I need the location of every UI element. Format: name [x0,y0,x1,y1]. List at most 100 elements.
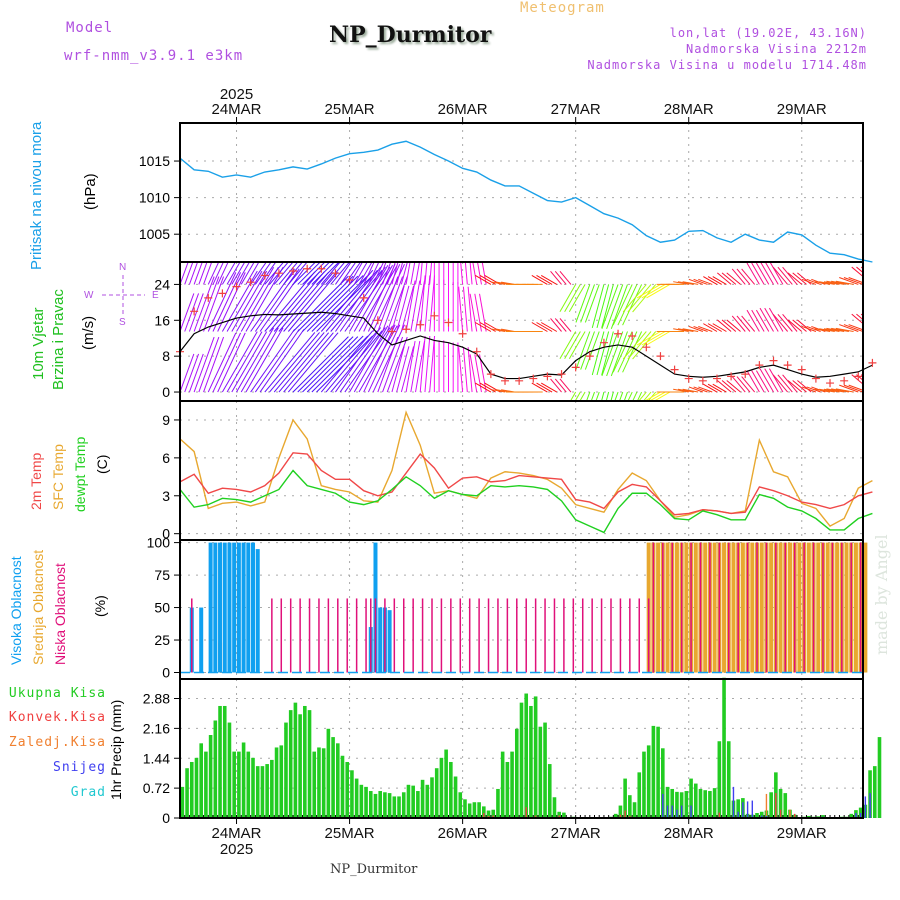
wind-arrow [596,331,610,376]
bar-total-rain [406,784,411,818]
bar-total-rain [444,749,448,818]
y-tick-label: 50 [154,600,170,616]
wind-arrow [673,281,689,285]
bar-snow [666,805,669,818]
wind-arrow [575,284,591,323]
wind-arrow [382,262,392,285]
wind-arrow [764,368,779,393]
bar-low-cloud [746,542,749,673]
gust-marker [303,264,312,273]
wind-arrow [367,324,401,393]
panel-wind: 0 8 16 24 [154,261,877,402]
bar-low-cloud [365,598,367,673]
wind-arrow [400,285,415,332]
bar-snow [742,802,744,818]
wind-arrow [751,370,765,393]
wind-arrow [801,386,817,393]
wind-arrow [682,281,699,285]
wind-arrow [646,283,671,299]
wind-arrow [622,331,643,373]
bar-high-cloud [222,542,227,673]
bar-low-cloud [412,598,414,673]
wind-arrow [180,293,195,332]
wind-arrow [367,262,380,285]
bar-total-rain [326,728,331,818]
y-tick-label: 1.44 [143,750,170,766]
bar-total-rain [693,783,698,818]
bar-total-rain [463,799,467,818]
wind-arrows [180,262,863,401]
x-tick-label-bottom: 29MAR [777,825,827,842]
wind-arrow [554,270,567,285]
wind-arrow [673,388,689,393]
bar-total-rain [486,810,491,818]
wind-arrow [823,388,840,393]
wind-arrow [554,378,567,393]
wind-arrow [415,280,425,332]
wind-arrow [797,272,812,285]
bar-snow [732,786,735,818]
gust-marker [387,327,396,336]
bar-mid-cloud [674,542,679,673]
bar-total-rain [552,797,557,818]
gust-marker [826,379,835,388]
wind-arrow [302,275,359,332]
wind-arrow [647,391,657,401]
wind-arrow [287,332,339,393]
bar-low-cloud [709,542,711,673]
bar-total-rain [373,793,378,818]
wind-arrow [540,322,558,332]
bar-total-rain [661,748,665,818]
wind-arrow [377,262,387,285]
wind-arrow [184,293,200,332]
bar-total-rain [543,722,547,818]
bar-total-rain [331,737,335,818]
bar-total-rain [482,806,486,818]
bar-conv-rain [718,812,721,818]
wind-arrow [419,275,426,332]
bar-total-rain [496,788,500,818]
wind-arrow [601,391,605,401]
wind-arrow [682,328,699,332]
wind-arrow [698,386,713,393]
bar-total-rain [807,815,811,818]
bar-total-rain [364,786,368,818]
wind-arrow [856,313,863,321]
wind-arrow [226,262,241,285]
bar-total-rain [246,751,251,818]
wind-arrow [212,272,242,332]
bar-low-cloud [619,598,622,673]
y-tick-label: 1005 [139,226,170,242]
y-tick-label: 2.88 [143,691,170,707]
wind-arrow [574,391,581,401]
wind-arrow [856,374,863,381]
wind-arrow [382,276,404,332]
wind-arrow [792,319,807,332]
gust-marker [515,376,524,385]
y-tick-label: 0 [162,526,170,542]
wind-arrow [848,384,863,391]
wind-arrow [797,319,812,332]
bar-total-rain [618,805,623,818]
wind-arrow [693,386,708,393]
wind-arrow [273,271,325,332]
wind-arrow [330,262,351,285]
wind-arrow [344,266,391,332]
bar-total-rain [491,809,496,818]
wind-arrow [819,328,835,332]
bar-total-rain [194,757,199,818]
legend-total-rain: Ukupna Kisa [8,686,106,701]
bar-total-rain [670,788,675,818]
bar-low-cloud [374,598,377,673]
wind-arrow [814,388,831,393]
wind-arrow [363,262,375,285]
wind-arrow [419,335,426,393]
wind-arrow [787,319,803,332]
panel-temperature: 0 3 6 9 [162,400,873,542]
bar-total-rain [646,745,651,818]
wind-arrow [297,336,354,393]
wind-arrow [472,262,478,285]
wind-arrow [601,331,614,376]
bar-low-cloud [600,598,603,673]
compass-w: W [84,290,94,301]
